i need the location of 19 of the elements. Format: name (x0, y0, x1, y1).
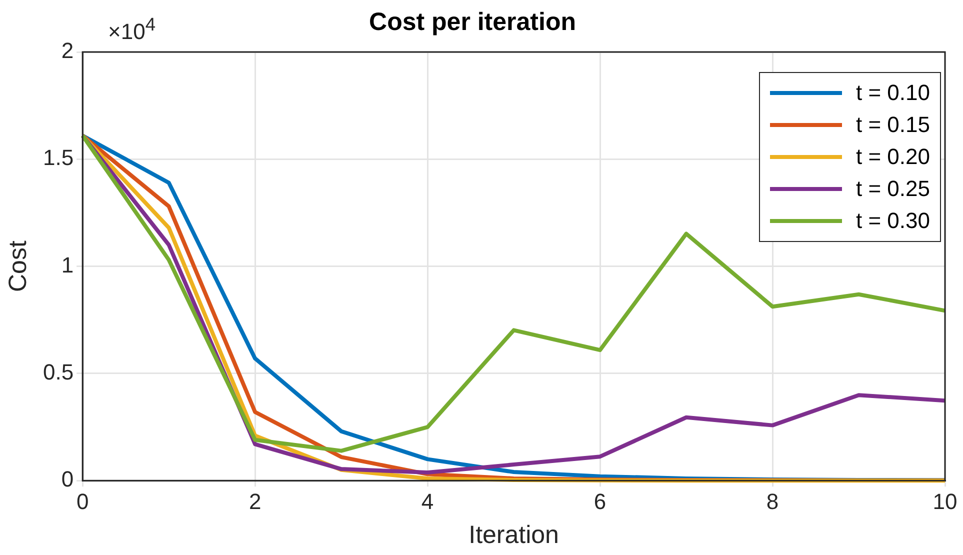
x-tick-label: 10 (932, 488, 958, 514)
y-tick-label: 0 (61, 466, 74, 492)
x-tick-label: 8 (766, 488, 779, 514)
y-tick-label: 1 (61, 252, 74, 278)
x-tick-label: 6 (594, 488, 606, 514)
text: ×10$^{4}$ (108, 14, 156, 44)
legend-label: t = 0.30 (856, 208, 930, 234)
legend-label: t = 0.15 (856, 112, 930, 138)
x-axis-title: Iteration (468, 520, 559, 549)
y-tick-label: 2 (61, 38, 74, 64)
x-tick-label: 4 (421, 488, 434, 514)
chart-title: Cost per iteration (369, 8, 576, 36)
y-tick-label: 1.5 (42, 145, 74, 170)
y-axis-title: Cost (4, 240, 32, 292)
legend-label: t = 0.20 (856, 144, 930, 170)
legend-label: t = 0.10 (856, 80, 930, 106)
x-tick-label: 2 (248, 488, 262, 514)
legend-label: t = 0.25 (856, 176, 930, 202)
y-tick-label: 0.5 (42, 360, 74, 385)
